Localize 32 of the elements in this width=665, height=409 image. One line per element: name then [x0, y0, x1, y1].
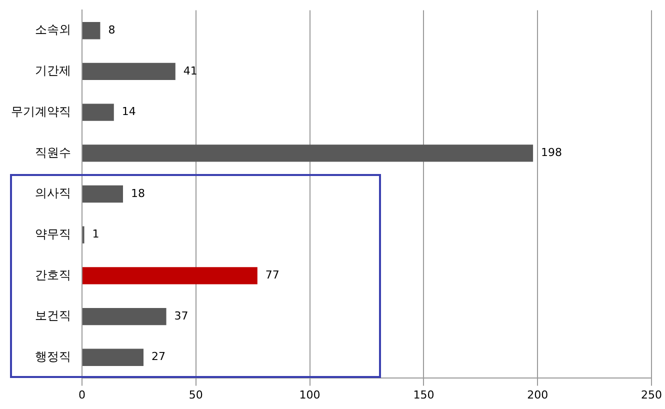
y-tick-label: 의사직	[35, 186, 71, 200]
bar	[82, 185, 124, 203]
data-label: 27	[152, 350, 166, 364]
bar	[82, 104, 114, 121]
data-label: 37	[174, 309, 188, 322]
x-tick-label: 200	[527, 388, 548, 402]
y-tick-label: 보건직	[35, 308, 71, 323]
bar	[82, 267, 258, 284]
bar	[82, 62, 176, 80]
y-tick-label: 간호직	[35, 268, 71, 282]
data-label: 1	[92, 228, 100, 241]
x-tick-label: 250	[641, 388, 662, 402]
y-tick-label: 무기계약직	[11, 104, 71, 118]
x-tick-label: 100	[299, 388, 320, 402]
y-tick-label: 약무직	[35, 226, 71, 241]
data-label: 18	[131, 186, 146, 200]
y-tick-label: 소속외	[35, 22, 71, 37]
x-tick-label: 150	[413, 388, 434, 402]
bar	[82, 348, 144, 366]
y-tick-label: 행정직	[35, 350, 71, 364]
x-tick-label: 0	[78, 388, 86, 402]
data-label: 198	[541, 146, 562, 160]
y-tick-label: 직원수	[35, 145, 71, 160]
data-label: 14	[122, 105, 136, 118]
data-label: 41	[183, 64, 198, 78]
bar	[82, 22, 100, 40]
data-label: 8	[108, 23, 116, 36]
bar	[82, 144, 534, 162]
x-tick-label: 50	[188, 388, 203, 402]
data-label: 77	[265, 268, 280, 282]
y-tick-label: 기간제	[35, 64, 71, 78]
bar	[82, 308, 166, 326]
